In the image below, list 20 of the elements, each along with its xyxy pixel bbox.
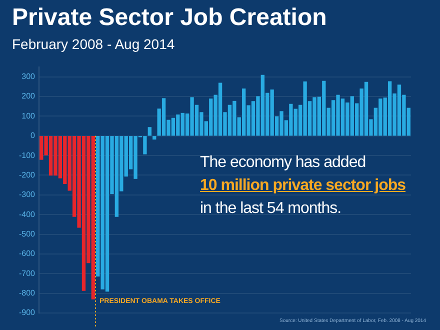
y-tick-label: -800 bbox=[18, 288, 36, 298]
y-tick-label: 300 bbox=[22, 72, 36, 82]
annotation: in the last 54 months. bbox=[200, 200, 342, 218]
y-tick-label: 0 bbox=[30, 131, 36, 140]
y-tick-label: -600 bbox=[18, 249, 36, 258]
y-tick-label: -300 bbox=[18, 190, 36, 200]
annotation: 10 million private sector jobs bbox=[200, 177, 406, 195]
chart-subtitle: February 2008 - Aug 2014 bbox=[12, 36, 175, 52]
y-tick-label: -900 bbox=[18, 308, 36, 318]
y-tick-label: -700 bbox=[18, 268, 36, 278]
y-tick-label: -500 bbox=[18, 229, 36, 238]
y-tick-label: -100 bbox=[18, 150, 36, 160]
chart-title: Private Sector Job Creation bbox=[12, 4, 327, 32]
bar bbox=[152, 136, 156, 140]
annotation: The economy has added bbox=[200, 154, 366, 172]
bar bbox=[148, 127, 152, 136]
y-tick-label: 100 bbox=[22, 111, 36, 120]
y-tick-label: 200 bbox=[22, 92, 36, 101]
y-tick-label: -200 bbox=[18, 170, 36, 180]
y-tick-label: -400 bbox=[18, 210, 36, 219]
